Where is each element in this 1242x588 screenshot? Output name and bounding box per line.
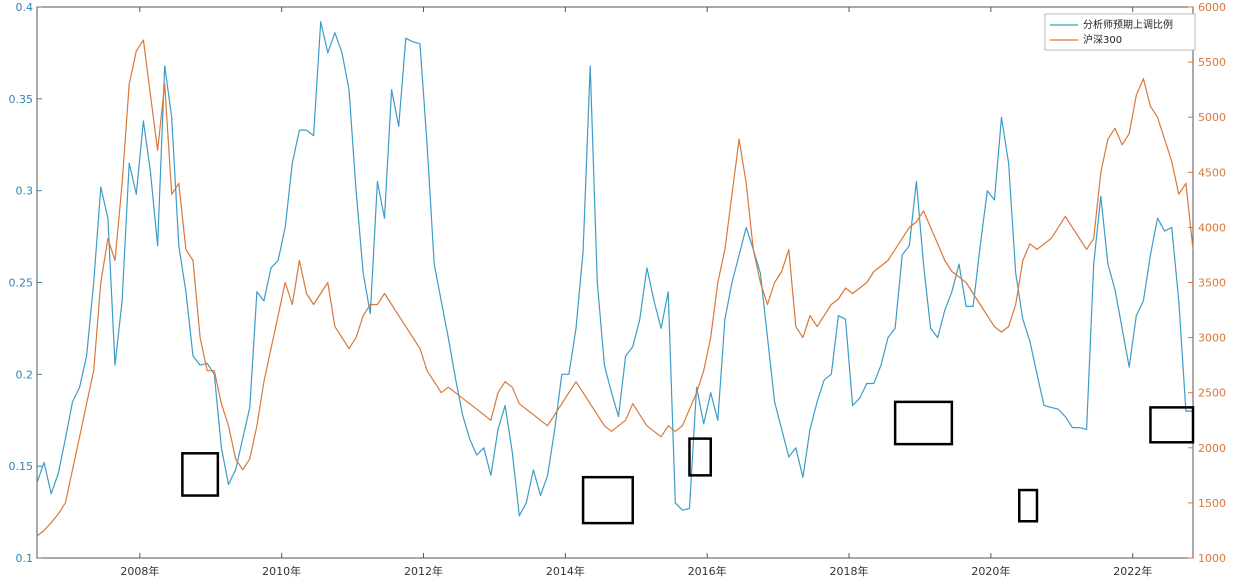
legend-box (1044, 13, 1196, 51)
x-tick-label: 2012年 (404, 564, 443, 578)
annotation-box (181, 452, 220, 497)
annotation-box (1017, 488, 1039, 523)
annotation-box (688, 437, 712, 477)
x-tick-label: 2016年 (688, 564, 727, 578)
y-right-tick-label: 5500 (1198, 56, 1226, 69)
y-right-tick-label: 4500 (1198, 166, 1226, 179)
annotation-layer (181, 400, 1195, 525)
y-left-tick-label: 0.4 (16, 1, 34, 14)
legend-label-hs300: 沪深300 (1083, 33, 1122, 46)
y-right-tick-label: 2000 (1198, 442, 1226, 455)
y-right-tick-label: 3000 (1198, 332, 1226, 345)
legend: 分析师预期上调比例 沪深300 (1044, 13, 1196, 51)
annotation-box (1149, 406, 1195, 444)
x-tick-label: 2018年 (830, 564, 869, 578)
axes: 0.1 0.15 0.2 0.25 0.3 0.35 0.4 1000 1500 2000 2500… (9, 1, 1227, 578)
y-right-tick-label: 1500 (1198, 497, 1226, 510)
y-left-tick-label: 0.2 (16, 368, 34, 381)
annotation-box (581, 475, 634, 525)
y-right-tick-label: 3500 (1198, 277, 1226, 290)
y-left-tick-label: 0.35 (9, 93, 34, 106)
y-right-tick-label: 6000 (1198, 1, 1226, 14)
series-layer (36, 21, 1194, 537)
series-line-analyst-upgrade-ratio (36, 21, 1193, 517)
x-tick-label: 2008年 (120, 564, 159, 578)
legend-label-analyst: 分析师预期上调比例 (1083, 18, 1173, 31)
x-tick-label: 2020年 (971, 564, 1010, 578)
y-right-tick-label: 4000 (1198, 221, 1226, 234)
y-left-tick-label: 0.15 (9, 460, 34, 473)
y-right-tick-label: 5000 (1198, 111, 1226, 124)
y-left-tick-label: 0.1 (16, 552, 34, 565)
x-tick-label: 2022年 (1113, 564, 1152, 578)
annotation-box (893, 400, 954, 446)
x-tick-label: 2010年 (262, 564, 301, 578)
y-right-tick-label: 1000 (1198, 552, 1226, 565)
series-line-hs300 (36, 39, 1194, 537)
y-right-tick-label: 2500 (1198, 387, 1226, 400)
x-tick-label: 2014年 (546, 564, 585, 578)
y-left-tick-label: 0.3 (16, 185, 34, 198)
y-left-tick-label: 0.25 (9, 277, 34, 290)
